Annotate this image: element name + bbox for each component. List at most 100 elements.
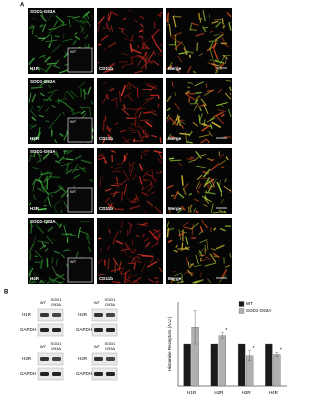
- cell-texture: [145, 118, 154, 126]
- cell-texture: [29, 253, 32, 261]
- cell-texture: [143, 182, 153, 191]
- cell-texture: [36, 160, 41, 163]
- cell-texture: [223, 210, 227, 214]
- cell-texture: [97, 156, 106, 161]
- cell-texture: [210, 248, 217, 251]
- merge-label: Merge: [168, 276, 182, 281]
- cell-texture: [221, 42, 230, 48]
- bar: [265, 343, 273, 387]
- cell-texture: [155, 233, 161, 245]
- bar: [273, 354, 281, 387]
- cell-texture: [207, 157, 213, 161]
- cell-texture: [58, 185, 66, 192]
- cell-texture: [149, 85, 156, 92]
- cell-texture: [208, 14, 211, 19]
- cell-texture: [139, 92, 144, 96]
- cell-texture: [52, 238, 58, 242]
- cell-texture: [38, 114, 44, 118]
- cell-texture: [89, 107, 91, 117]
- cell-texture: [30, 24, 34, 27]
- band: [106, 328, 115, 332]
- cell-texture: [43, 188, 50, 196]
- cell-texture: [155, 171, 161, 175]
- cell-texture: [33, 235, 37, 246]
- y-axis-label: Histamine Receptors (A.U.): [167, 316, 172, 371]
- cell-texture: [132, 174, 137, 181]
- cell-texture: [59, 183, 67, 194]
- cell-texture: [30, 226, 32, 234]
- cell-texture: [62, 111, 65, 115]
- cell-texture: [211, 20, 219, 24]
- cell-texture: [134, 19, 138, 23]
- band: [106, 372, 115, 376]
- cell-texture: [137, 45, 140, 49]
- cell-texture: [212, 252, 221, 259]
- cell-texture: [45, 107, 50, 112]
- cell-texture: [53, 250, 61, 254]
- cell-texture: [216, 181, 223, 193]
- cell-texture: [224, 178, 227, 183]
- cell-texture: [202, 195, 212, 203]
- cell-texture: [115, 99, 118, 108]
- cell-texture: [97, 23, 100, 32]
- cell-texture: [81, 12, 87, 20]
- cell-texture: [190, 156, 195, 159]
- cell-texture: [55, 15, 65, 24]
- cell-texture: [141, 27, 145, 34]
- cell-texture: [89, 178, 94, 183]
- cell-texture: [111, 11, 119, 17]
- cell-texture: [116, 162, 124, 165]
- cell-texture: [28, 57, 36, 65]
- cell-texture: [80, 110, 86, 115]
- cell-texture: [31, 278, 36, 284]
- cell-texture: [40, 14, 47, 22]
- cell-texture: [80, 159, 92, 164]
- cell-texture: [214, 111, 224, 117]
- cell-texture: [30, 124, 37, 129]
- cell-texture: [166, 107, 171, 112]
- blot-label: H3R: [22, 356, 32, 361]
- cell-texture: [110, 267, 123, 273]
- cell-texture: [152, 229, 160, 233]
- cell-texture: [179, 132, 190, 136]
- cell-texture: [155, 280, 160, 284]
- cell-texture: [195, 150, 202, 159]
- cell-texture: [189, 208, 192, 214]
- cell-texture: [125, 278, 133, 284]
- inset: [67, 257, 93, 283]
- cell-texture: [195, 32, 205, 37]
- cell-texture: [103, 259, 106, 266]
- cell-texture: [73, 173, 81, 180]
- cell-texture: [182, 221, 190, 227]
- error-bar: [248, 350, 252, 361]
- cell-texture: [188, 192, 193, 196]
- cell-texture: [199, 113, 204, 122]
- cell-texture: [190, 222, 199, 230]
- cell-texture: [141, 186, 144, 191]
- cell-texture: [166, 116, 172, 122]
- cell-texture: [126, 243, 133, 252]
- cell-texture: [36, 66, 46, 72]
- cell-texture: [208, 40, 218, 43]
- cell-texture: [134, 107, 142, 111]
- cell-texture: [193, 280, 201, 284]
- cell-texture: [79, 26, 85, 33]
- cell-texture: [129, 54, 138, 60]
- cell-texture: [172, 31, 182, 37]
- cell-texture: [210, 30, 214, 33]
- cell-texture: [220, 227, 226, 232]
- cell-texture: [213, 227, 217, 231]
- cell-texture: [58, 223, 63, 228]
- cell-texture: [185, 93, 196, 101]
- cell-texture: [199, 107, 202, 112]
- cell-texture: [30, 86, 43, 89]
- cell-texture: [65, 103, 75, 112]
- cell-texture: [177, 209, 182, 214]
- x-tick-label: H2R: [214, 390, 224, 395]
- cell-texture: [128, 82, 137, 89]
- panel-label: B: [4, 290, 9, 296]
- cell-texture: [193, 155, 201, 162]
- cell-texture: [34, 220, 43, 227]
- cell-texture: [150, 111, 158, 116]
- significance: *: [253, 346, 255, 352]
